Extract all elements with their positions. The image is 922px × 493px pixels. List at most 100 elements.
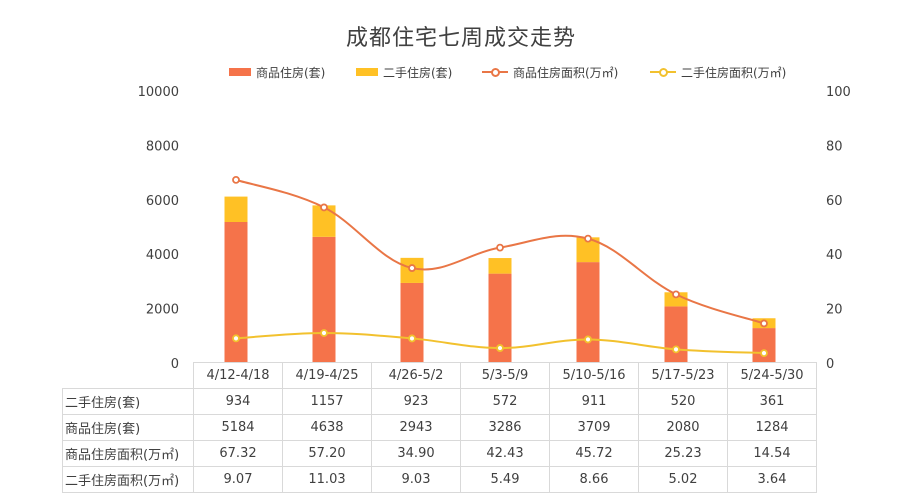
bar-new-house-units <box>664 306 688 363</box>
table-cell: 3.64 <box>727 466 817 493</box>
x-tick-label: 4/12-4/18 <box>193 362 283 389</box>
table-cell: 9.07 <box>193 466 283 493</box>
point-new-house-area <box>672 290 680 299</box>
table-row: 商品住房(套) 5184 4638 2943 3286 3709 2080 1284 <box>62 414 817 441</box>
data-table: 4/12-4/18 4/19-4/25 4/26-5/2 5/3-5/9 5/10-5/… <box>62 362 817 493</box>
y-left-tick-label: 2000 <box>146 303 179 318</box>
table-cell: 8.66 <box>549 466 639 493</box>
point-new-house-area <box>232 175 240 184</box>
legend-item-new-house-area: 商品住房面积(万㎡) <box>482 62 618 82</box>
bar-second-hand-units <box>576 237 600 263</box>
point-second-hand-area <box>320 329 328 337</box>
table-cell: 9.03 <box>371 466 461 493</box>
y-right-tick-label: 20 <box>826 303 843 318</box>
legend-label: 二手住房(套) <box>383 65 453 80</box>
table-cell: 1157 <box>282 388 372 415</box>
x-tick-label: 4/19-4/25 <box>282 362 372 389</box>
x-tick-label: 5/10-5/16 <box>549 362 639 389</box>
bar-new-house-units <box>312 236 336 363</box>
table-row-label: 二手住房面积(万㎡) <box>62 466 194 493</box>
table-cell: 5.49 <box>460 466 550 493</box>
point-second-hand-area <box>408 334 416 343</box>
table-cell: 572 <box>460 388 550 415</box>
y-axis-right: 0 20 40 60 80 100 <box>826 85 851 372</box>
legend-swatch-second-hand-area <box>650 67 676 77</box>
legend-swatch-new-house-units <box>229 68 251 76</box>
chart-title: 成都住宅七周成交走势 <box>345 26 576 51</box>
table-row: 商品住房面积(万㎡) 67.32 57.20 34.90 42.43 45.72 25.23… <box>62 440 817 467</box>
legend-label: 商品住房面积(万㎡) <box>513 65 619 80</box>
table-cell: 3709 <box>549 414 639 441</box>
legend: 商品住房(套) 二手住房(套) 商品住房面积(万㎡) 二手住房面积(万㎡) <box>0 62 922 82</box>
table-cell: 57.20 <box>282 440 372 467</box>
table-cell: 45.72 <box>549 440 639 467</box>
table-row-label: 商品住房(套) <box>62 414 194 441</box>
x-tick-label: 5/17-5/23 <box>638 362 728 389</box>
legend-swatch-new-house-area <box>482 67 508 77</box>
x-tick-label: 5/3-5/9 <box>460 362 550 389</box>
table-corner <box>62 362 194 389</box>
bar-series <box>224 196 776 363</box>
legend-item-second-hand-area: 二手住房面积(万㎡) <box>650 62 786 82</box>
point-second-hand-area <box>760 349 768 357</box>
table-row: 二手住房面积(万㎡) 9.07 11.03 9.03 5.49 8.66 5.02 3.64 <box>62 466 817 493</box>
table-cell: 34.90 <box>371 440 461 467</box>
y-right-tick-label: 80 <box>826 139 843 154</box>
legend-item-second-hand-units: 二手住房(套) <box>356 62 452 82</box>
bar-new-house-units <box>576 262 600 363</box>
table-cell: 923 <box>371 388 461 415</box>
table-cell: 5.02 <box>638 466 728 493</box>
table-category-row: 4/12-4/18 4/19-4/25 4/26-5/2 5/3-5/9 5/10-5/… <box>62 362 817 389</box>
legend-item-new-house-units: 商品住房(套) <box>229 62 325 82</box>
table-cell: 2080 <box>638 414 728 441</box>
point-new-house-area <box>496 243 504 252</box>
bar-second-hand-units <box>488 258 512 274</box>
point-second-hand-area <box>584 335 592 344</box>
table-cell: 25.23 <box>638 440 728 467</box>
x-tick-label: 5/24-5/30 <box>727 362 817 389</box>
table-row-label: 二手住房(套) <box>62 388 194 415</box>
y-right-tick-label: 0 <box>826 357 834 372</box>
table-row: 二手住房(套) 934 1157 923 572 911 520 361 <box>62 388 817 415</box>
y-left-tick-label: 8000 <box>146 139 179 154</box>
table-cell: 4638 <box>282 414 372 441</box>
x-tick-label: 4/26-5/2 <box>371 362 461 389</box>
table-cell: 911 <box>549 388 639 415</box>
table-cell: 11.03 <box>282 466 372 493</box>
legend-label: 二手住房面积(万㎡) <box>681 65 787 80</box>
bar-new-house-units <box>488 273 512 363</box>
table-cell: 67.32 <box>193 440 283 467</box>
bar-new-house-units <box>224 221 248 363</box>
bar-second-hand-units <box>312 205 336 237</box>
bar-new-house-units <box>752 328 776 363</box>
bar-second-hand-units <box>224 196 248 222</box>
legend-swatch-second-hand-units <box>356 68 378 76</box>
table-cell: 361 <box>727 388 817 415</box>
point-second-hand-area <box>672 345 680 354</box>
table-cell: 2943 <box>371 414 461 441</box>
point-new-house-area <box>760 319 768 328</box>
table-cell: 3286 <box>460 414 550 441</box>
point-second-hand-area <box>496 344 504 352</box>
table-cell: 5184 <box>193 414 283 441</box>
y-left-tick-label: 4000 <box>146 248 179 263</box>
y-right-tick-label: 100 <box>826 85 851 100</box>
y-right-tick-label: 60 <box>826 194 843 209</box>
point-new-house-area <box>408 264 416 272</box>
y-left-tick-label: 6000 <box>146 194 179 209</box>
line-series <box>232 175 768 357</box>
table-row-label: 商品住房面积(万㎡) <box>62 440 194 467</box>
bar-new-house-units <box>400 282 424 363</box>
point-new-house-area <box>584 234 592 243</box>
table-cell: 1284 <box>727 414 817 441</box>
point-second-hand-area <box>232 334 240 343</box>
table-cell: 520 <box>638 388 728 415</box>
table-cell: 14.54 <box>727 440 817 467</box>
bar-second-hand-units <box>664 292 688 307</box>
y-right-tick-label: 40 <box>826 248 843 263</box>
table-cell: 42.43 <box>460 440 550 467</box>
point-new-house-area <box>320 203 328 212</box>
y-left-tick-label: 10000 <box>138 85 179 100</box>
